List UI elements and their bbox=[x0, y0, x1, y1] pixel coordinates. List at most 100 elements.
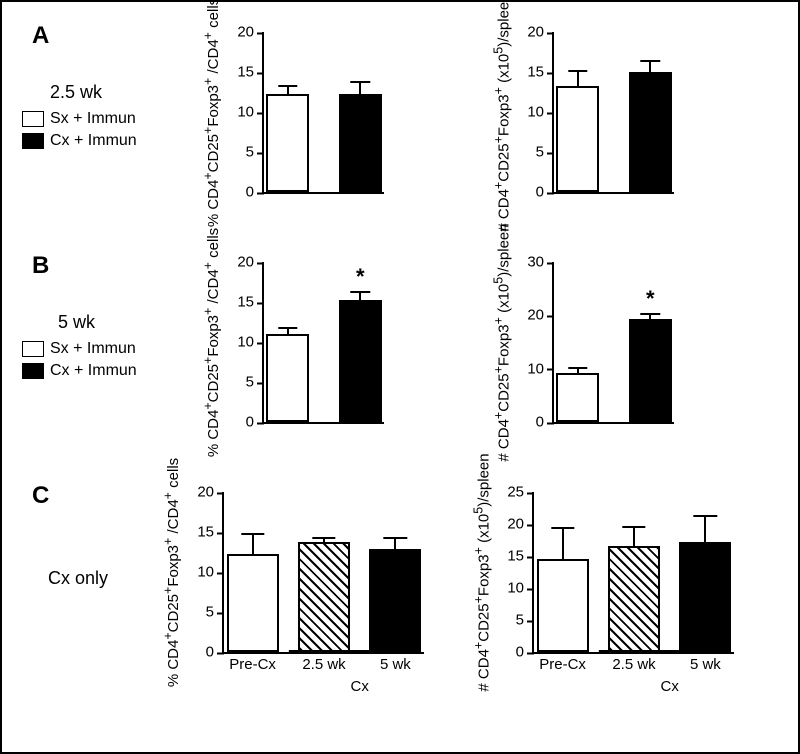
y-tick: 15 bbox=[508, 64, 554, 81]
y-tick: 5 bbox=[488, 612, 534, 629]
y-tick: 20 bbox=[218, 254, 264, 271]
error-cap bbox=[641, 313, 660, 315]
error-bar bbox=[649, 61, 651, 72]
x-tick-label: 5 wk bbox=[380, 652, 411, 673]
legend-entry: Sx + Immun bbox=[22, 110, 137, 128]
error-cap bbox=[312, 537, 335, 539]
y-tick: 10 bbox=[218, 334, 264, 351]
y-tick: 20 bbox=[508, 24, 554, 41]
x-tick-label: 2.5 wk bbox=[612, 652, 655, 673]
legend-entry: Cx + Immun bbox=[22, 362, 137, 380]
error-bar bbox=[359, 82, 361, 94]
y-tick: 30 bbox=[508, 254, 554, 271]
plot-area: 05101520* bbox=[262, 262, 384, 424]
error-cap bbox=[241, 533, 264, 535]
plot-area: 05101520 bbox=[552, 32, 674, 194]
error-cap bbox=[384, 537, 407, 539]
y-tick: 10 bbox=[508, 104, 554, 121]
bar bbox=[339, 94, 382, 192]
error-cap bbox=[278, 327, 297, 329]
row-b: B 5 wk Sx + Immun Cx + Immun % CD4+CD25+… bbox=[2, 262, 798, 482]
error-cap bbox=[551, 527, 574, 529]
y-tick: 20 bbox=[178, 484, 224, 501]
error-cap bbox=[568, 367, 587, 369]
bar bbox=[629, 72, 672, 192]
row-a: A 2.5 wk Sx + Immun Cx + Immun % CD4+CD2… bbox=[2, 32, 798, 252]
error-cap bbox=[694, 515, 717, 517]
x-group-label: Cx bbox=[351, 652, 369, 695]
bar bbox=[679, 542, 731, 652]
x-tick-label: 2.5 wk bbox=[302, 652, 345, 673]
row-a-legend: Sx + Immun Cx + Immun bbox=[22, 110, 137, 154]
y-tick: 10 bbox=[178, 564, 224, 581]
bar bbox=[339, 300, 382, 422]
row-c: C Cx only % CD4+CD25+Foxp3+ /CD4+ cells0… bbox=[2, 492, 798, 724]
y-tick: 0 bbox=[508, 184, 554, 201]
legend-label: Sx + Immun bbox=[50, 110, 136, 128]
row-b-title: 5 wk bbox=[58, 312, 95, 333]
y-tick: 10 bbox=[508, 360, 554, 377]
y-tick: 0 bbox=[508, 414, 554, 431]
bar bbox=[369, 549, 421, 652]
y-tick: 25 bbox=[488, 484, 534, 501]
y-tick: 10 bbox=[218, 104, 264, 121]
panel-letter-c: C bbox=[32, 482, 49, 510]
row-c-title: Cx only bbox=[48, 568, 108, 589]
legend-entry: Cx + Immun bbox=[22, 132, 137, 150]
legend-swatch-open bbox=[22, 111, 44, 127]
plot-area: 0102030* bbox=[552, 262, 674, 424]
error-cap bbox=[278, 85, 297, 87]
bar bbox=[266, 334, 309, 422]
y-tick: 10 bbox=[488, 580, 534, 597]
error-bar bbox=[394, 538, 396, 548]
y-tick: 20 bbox=[488, 516, 534, 533]
x-tick-label: 5 wk bbox=[690, 652, 721, 673]
x-tick-label: Pre-Cx bbox=[229, 652, 276, 673]
legend-swatch-open bbox=[22, 341, 44, 357]
y-tick: 0 bbox=[218, 184, 264, 201]
y-tick: 0 bbox=[218, 414, 264, 431]
y-tick: 15 bbox=[218, 294, 264, 311]
error-cap bbox=[568, 70, 587, 72]
bar bbox=[266, 94, 309, 192]
y-tick: 15 bbox=[218, 64, 264, 81]
y-tick: 15 bbox=[178, 524, 224, 541]
figure-frame: A 2.5 wk Sx + Immun Cx + Immun % CD4+CD2… bbox=[0, 0, 800, 754]
error-cap bbox=[641, 60, 660, 62]
panel-letter-b: B bbox=[32, 252, 49, 280]
legend-label: Sx + Immun bbox=[50, 340, 136, 358]
legend-swatch-solid bbox=[22, 133, 44, 149]
error-cap bbox=[351, 81, 370, 83]
error-bar bbox=[704, 516, 706, 542]
error-cap bbox=[351, 291, 370, 293]
bar bbox=[537, 559, 589, 652]
legend-swatch-solid bbox=[22, 363, 44, 379]
legend-label: Cx + Immun bbox=[50, 132, 137, 150]
plot-area: 0510152025Pre-Cx2.5 wk5 wkCx bbox=[532, 492, 734, 654]
legend-entry: Sx + Immun bbox=[22, 340, 137, 358]
significance-star: * bbox=[356, 264, 365, 290]
error-bar bbox=[287, 86, 289, 95]
bar bbox=[556, 86, 599, 192]
row-a-title: 2.5 wk bbox=[50, 82, 102, 103]
y-tick: 5 bbox=[218, 374, 264, 391]
y-tick: 5 bbox=[508, 144, 554, 161]
y-tick: 5 bbox=[178, 604, 224, 621]
y-tick: 0 bbox=[178, 644, 224, 661]
plot-area: 05101520 bbox=[262, 32, 384, 194]
bar bbox=[227, 554, 279, 652]
bar bbox=[629, 319, 672, 422]
plot-area: 05101520Pre-Cx2.5 wk5 wkCx bbox=[222, 492, 424, 654]
y-tick: 15 bbox=[488, 548, 534, 565]
error-bar bbox=[577, 71, 579, 85]
bar bbox=[608, 546, 660, 652]
bar bbox=[298, 542, 350, 652]
row-b-legend: Sx + Immun Cx + Immun bbox=[22, 340, 137, 384]
y-tick: 0 bbox=[488, 644, 534, 661]
y-axis-label: # CD4+CD25+Foxp3+ (x105)/spleen bbox=[492, 262, 512, 422]
x-tick-label: Pre-Cx bbox=[539, 652, 586, 673]
significance-star: * bbox=[646, 286, 655, 312]
y-tick: 20 bbox=[218, 24, 264, 41]
error-bar bbox=[562, 528, 564, 559]
error-bar bbox=[633, 527, 635, 547]
